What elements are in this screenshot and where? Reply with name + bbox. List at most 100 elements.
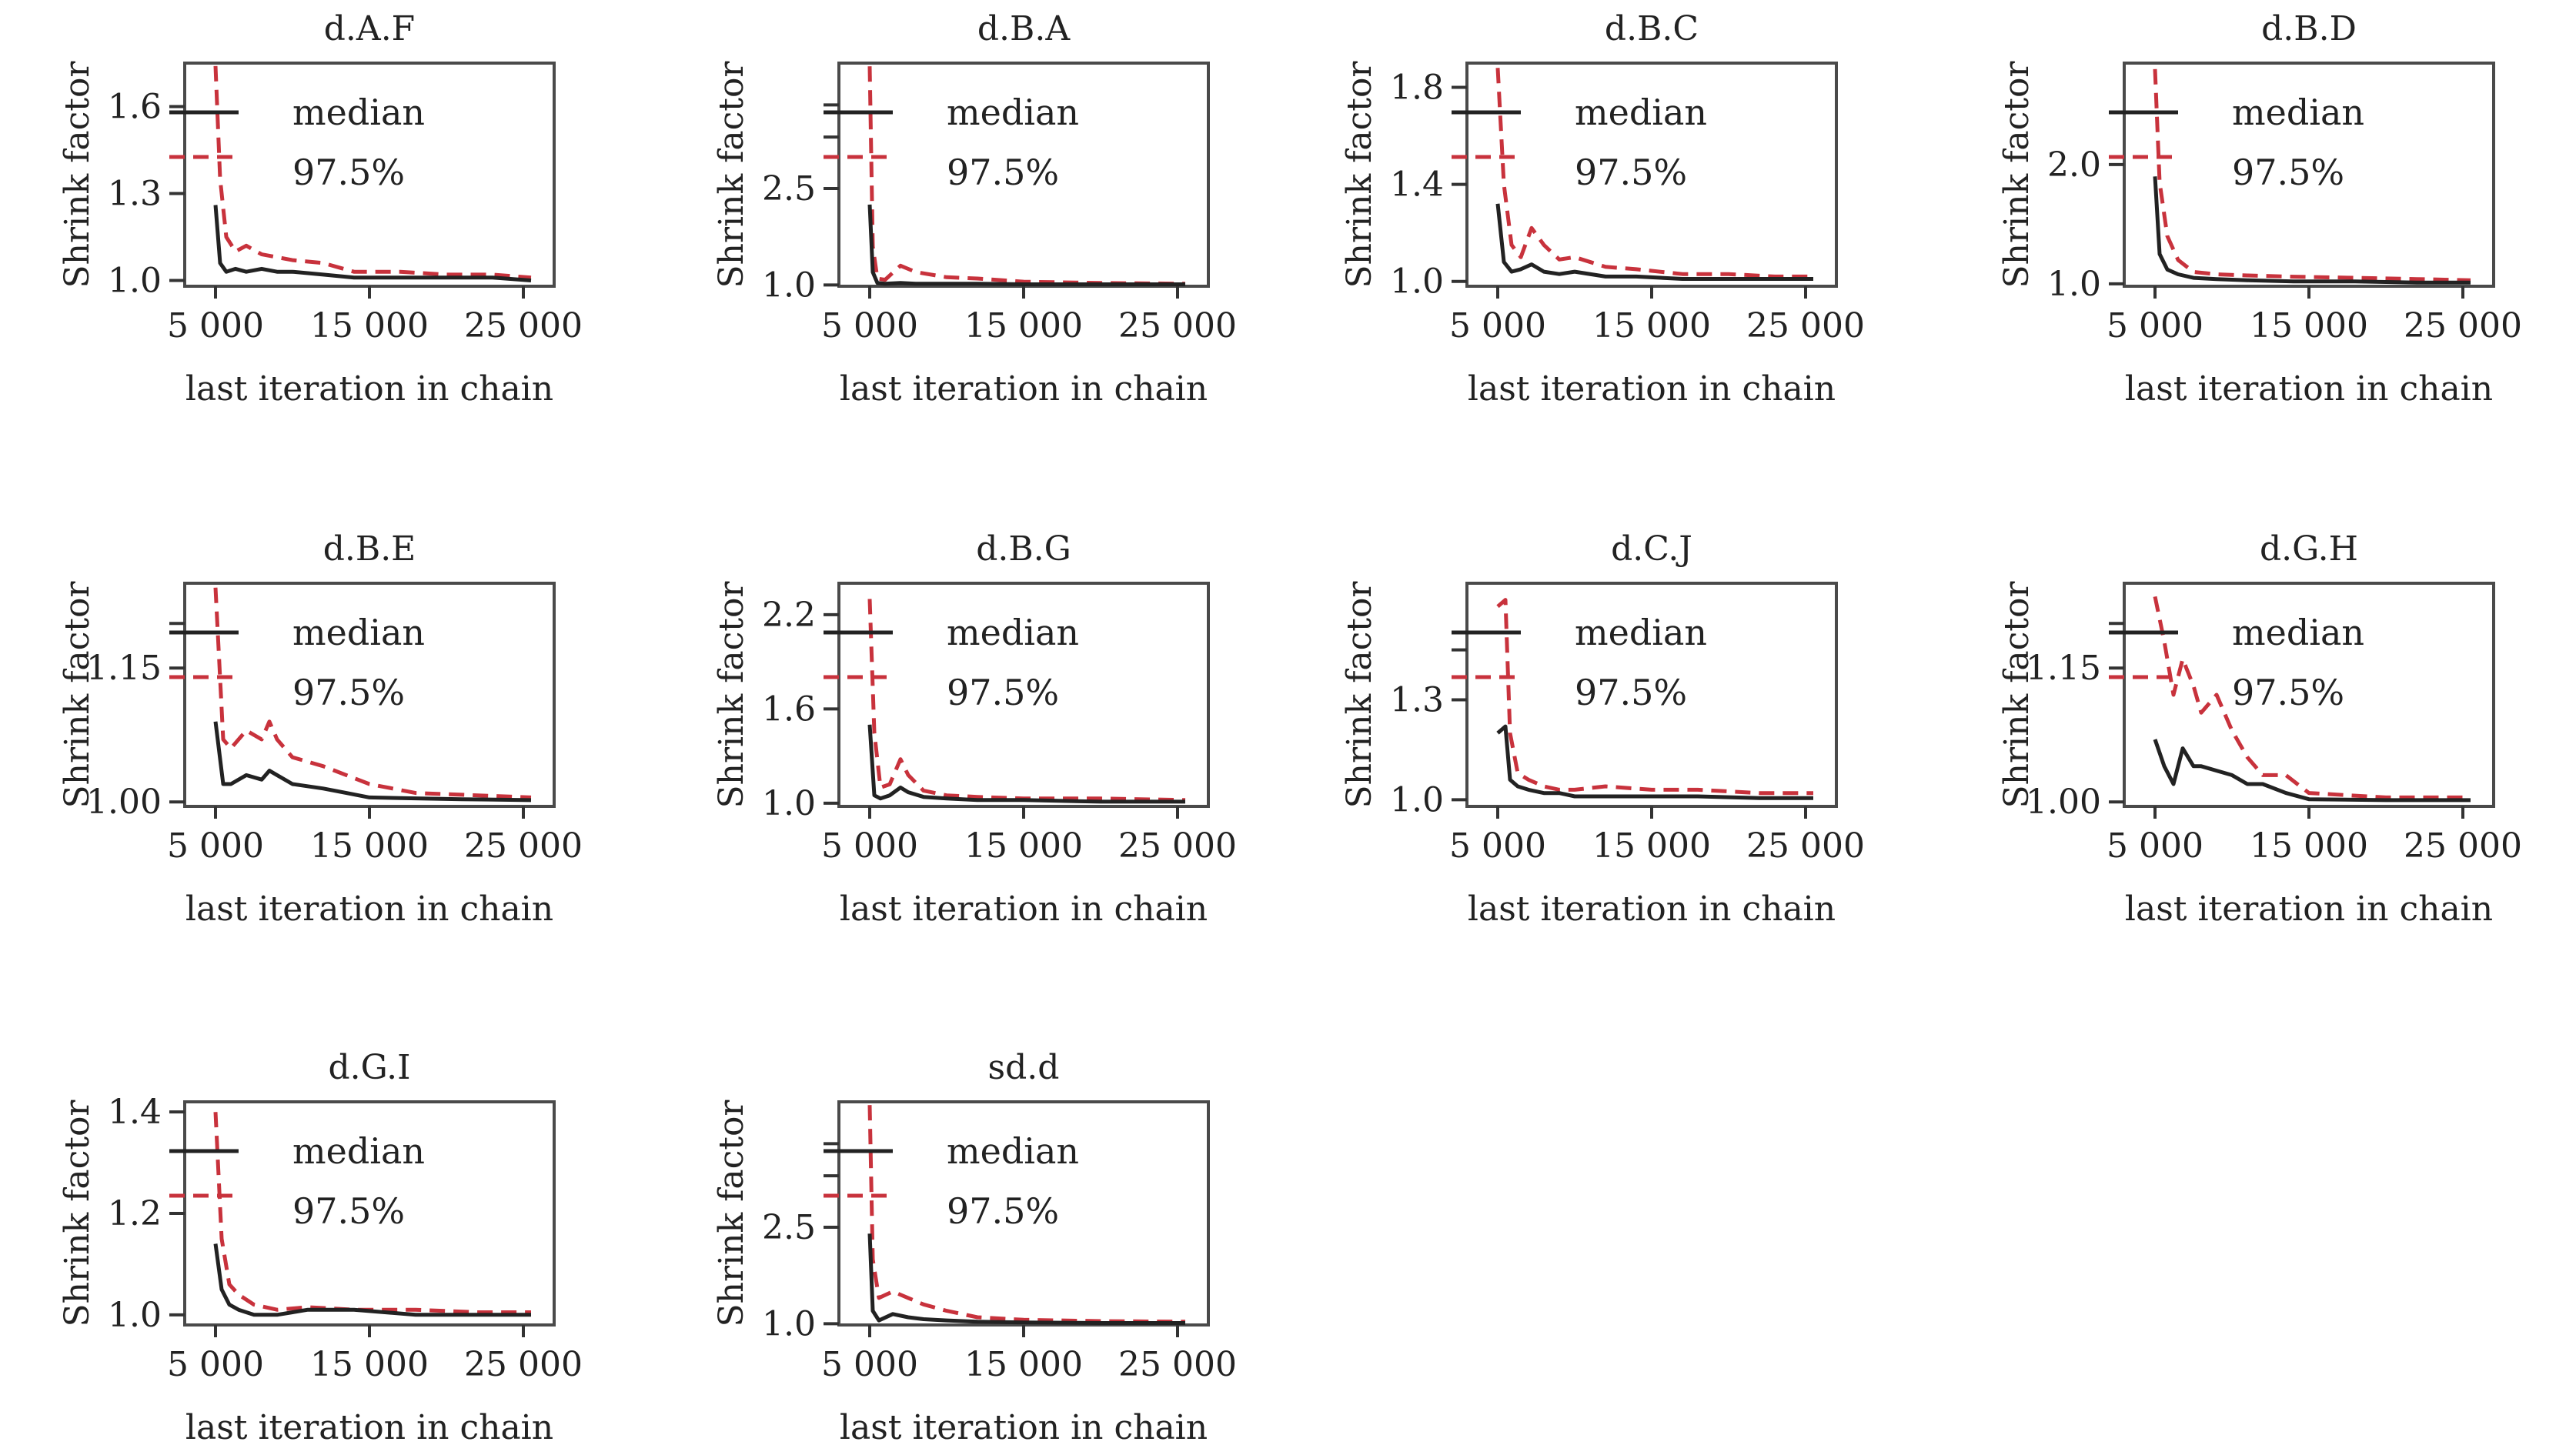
chart-title: d.B.D	[2261, 9, 2357, 48]
y-tick-label: 1.0	[762, 265, 816, 305]
y-tick-label: 1.0	[108, 1296, 162, 1335]
x-tick-label: 15 000	[310, 826, 429, 866]
x-tick-label: 15 000	[2250, 306, 2368, 345]
legend: median 97.5%	[2109, 612, 2364, 713]
legend: median 97.5%	[1452, 92, 1707, 193]
legend-median-label: median	[292, 92, 425, 133]
median-series-line	[213, 1243, 531, 1317]
x-tick-label: 25 000	[1746, 826, 1865, 866]
median-series-line	[213, 205, 532, 282]
chart-panel-d-A-F: d.A.F 5 000 15 000 25 000 1.0 1.3 1.6 last iter…	[58, 9, 583, 409]
legend-median-label: median	[947, 612, 1079, 653]
legend-median-label: median	[2232, 92, 2364, 133]
y-tick-label: 1.0	[1390, 262, 1444, 302]
median-series-line	[867, 204, 1185, 286]
q975-series-line	[2153, 68, 2471, 282]
y-axis-label: Shrink factor	[712, 1100, 751, 1327]
legend: median 97.5%	[169, 612, 425, 713]
legend-median-label: median	[292, 612, 425, 653]
x-axis-label: last iteration in chain	[840, 369, 1208, 409]
legend-q975-label: 97.5%	[947, 152, 1059, 193]
y-tick-label: 1.4	[1390, 165, 1444, 205]
x-tick-label: 5 000	[167, 1345, 264, 1384]
y-tick-label: 1.4	[108, 1093, 162, 1132]
legend-q975-label: 97.5%	[292, 1190, 405, 1232]
x-tick-label: 25 000	[1118, 1345, 1237, 1384]
y-tick-label: 1.0	[108, 261, 162, 300]
y-axis-label: Shrink factor	[1340, 61, 1379, 289]
y-tick-label: 2.5	[762, 169, 816, 209]
x-tick-label: 25 000	[1118, 306, 1237, 345]
y-axis-label: Shrink factor	[58, 61, 97, 289]
y-tick-label: 1.15	[86, 649, 162, 688]
y-axis-label: Shrink factor	[1340, 581, 1379, 809]
legend-q975-label: 97.5%	[947, 1190, 1059, 1232]
x-tick-label: 25 000	[1118, 826, 1237, 866]
chart-panel-d-B-G: d.B.G 5 000 15 000 25 000 1.0 1.6 2.2 last iter…	[712, 529, 1237, 929]
y-tick-label: 1.2	[108, 1194, 162, 1233]
chart-panel-sd-d: sd.d 5 000 15 000 25 000 1.0 2.5 last iteratio…	[712, 1048, 1237, 1447]
x-axis-label: last iteration in chain	[185, 889, 553, 929]
y-tick-label: 2.2	[762, 596, 816, 635]
q975-series-line	[867, 66, 1186, 286]
x-tick-label: 5 000	[2107, 826, 2203, 866]
y-axis-label: Shrink factor	[1997, 581, 2036, 809]
x-tick-label: 5 000	[821, 826, 918, 866]
y-tick-label: 1.3	[108, 174, 162, 213]
legend: median 97.5%	[824, 1130, 1079, 1232]
chart-title: sd.d	[988, 1048, 1060, 1087]
x-axis-label: last iteration in chain	[840, 889, 1208, 929]
y-tick-label: 1.0	[1390, 780, 1444, 819]
legend-median-label: median	[292, 1130, 425, 1172]
median-series-line	[867, 724, 1185, 804]
y-axis-label: Shrink factor	[58, 1100, 97, 1327]
legend-median-label: median	[2232, 612, 2364, 653]
chart-title: d.G.H	[2260, 529, 2358, 569]
x-tick-label: 25 000	[464, 306, 583, 345]
legend: median 97.5%	[169, 1130, 425, 1232]
median-series-line	[1495, 203, 1813, 281]
legend: median 97.5%	[824, 612, 1079, 713]
legend-q975-label: 97.5%	[2232, 152, 2344, 193]
chart-title: d.G.I	[328, 1048, 410, 1087]
x-tick-label: 15 000	[964, 306, 1083, 345]
x-axis-label: last iteration in chain	[840, 1408, 1208, 1447]
x-tick-label: 25 000	[2404, 826, 2522, 866]
y-tick-label: 2.5	[762, 1208, 816, 1247]
chart-panel-d-C-J: d.C.J 5 000 15 000 25 000 1.0 1.3 last iterati…	[1340, 529, 1865, 929]
x-tick-label: 15 000	[964, 826, 1083, 866]
x-axis-label: last iteration in chain	[1468, 889, 1836, 929]
legend-q975-label: 97.5%	[947, 672, 1059, 713]
y-tick-label: 1.00	[86, 783, 162, 822]
legend: median 97.5%	[2109, 92, 2364, 193]
x-axis-label: last iteration in chain	[1468, 369, 1836, 409]
y-tick-label: 1.0	[2047, 265, 2101, 304]
chart-title: d.B.E	[323, 529, 416, 569]
q975-series-line	[867, 1105, 1186, 1324]
q975-series-line	[867, 599, 1186, 803]
x-tick-label: 5 000	[167, 826, 264, 866]
y-axis-label: Shrink factor	[58, 581, 97, 809]
q975-series-line	[1496, 598, 1813, 796]
x-tick-label: 5 000	[821, 306, 918, 345]
chart-title: d.C.J	[1611, 529, 1692, 569]
x-tick-label: 15 000	[964, 1345, 1083, 1384]
legend-median-label: median	[1575, 612, 1707, 653]
median-series-line	[2153, 739, 2471, 803]
y-tick-label: 1.00	[2026, 783, 2101, 822]
chart-panel-d-B-C: d.B.C 5 000 15 000 25 000 1.0 1.4 1.8 last iter…	[1340, 9, 1865, 409]
y-tick-label: 1.3	[1390, 680, 1444, 719]
legend-median-label: median	[1575, 92, 1707, 133]
median-series-line	[1496, 724, 1813, 800]
y-tick-label: 1.0	[762, 784, 816, 823]
x-tick-label: 5 000	[1449, 306, 1546, 345]
x-tick-label: 5 000	[821, 1345, 918, 1384]
y-tick-label: 2.0	[2047, 145, 2101, 185]
chart-panel-d-G-H: d.G.H 5 000 15 000 25 000 1.00 1.15 last itera…	[1997, 529, 2522, 929]
x-axis-label: last iteration in chain	[2125, 889, 2493, 929]
x-tick-label: 25 000	[464, 826, 583, 866]
y-axis-label: Shrink factor	[712, 581, 751, 809]
y-tick-label: 1.15	[2026, 649, 2101, 688]
y-tick-label: 1.0	[762, 1304, 816, 1343]
x-tick-label: 25 000	[2404, 306, 2522, 345]
